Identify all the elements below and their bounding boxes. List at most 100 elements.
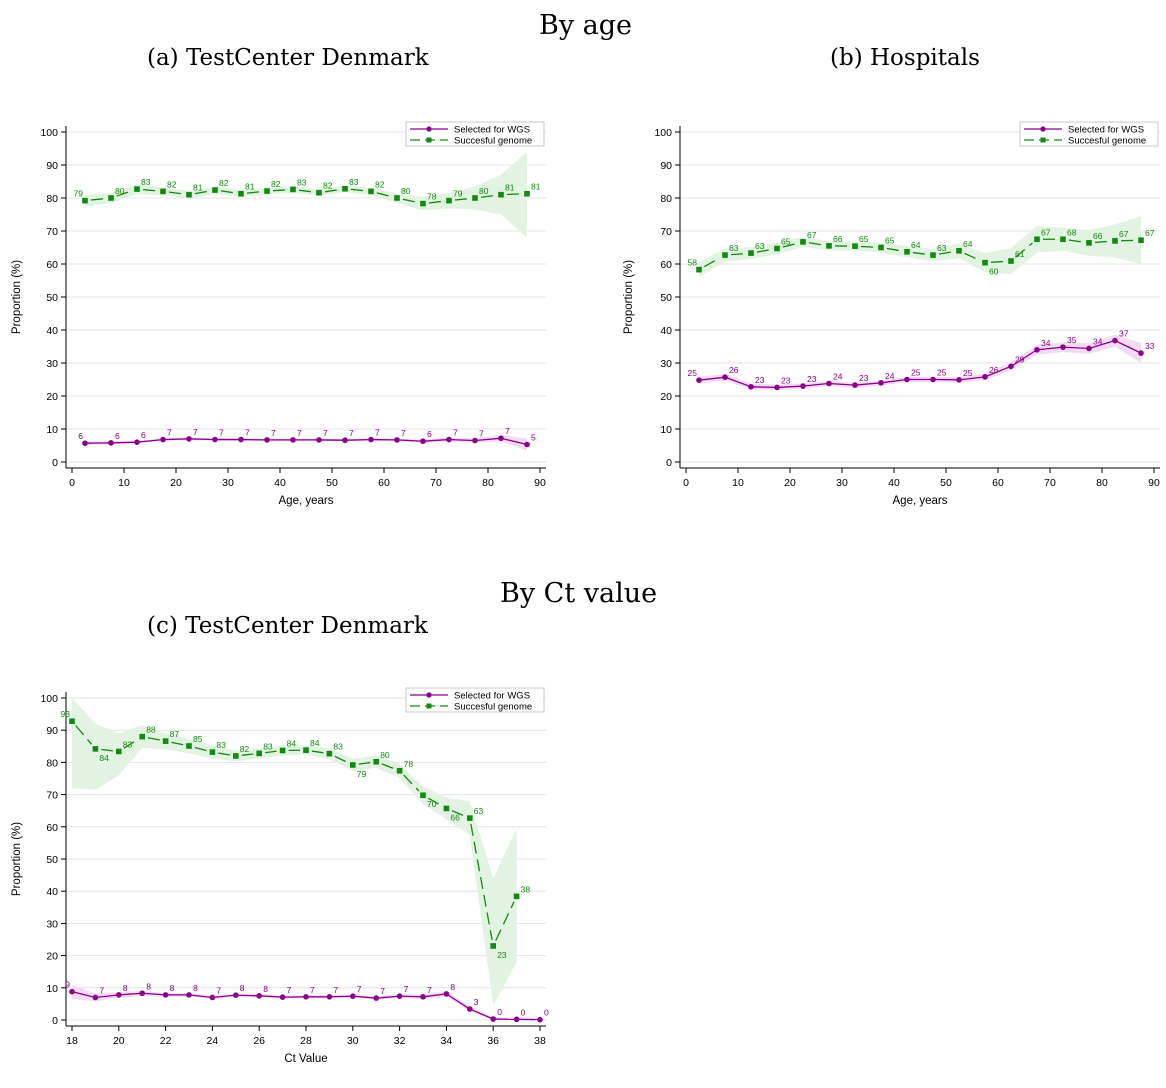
data-label: 58	[688, 258, 698, 268]
data-point-selected	[108, 440, 114, 446]
series-line-segment	[1015, 242, 1033, 258]
data-label: 82	[240, 744, 250, 754]
data-label: 79	[74, 189, 84, 199]
data-point-genome	[279, 747, 286, 754]
data-point-genome	[1034, 236, 1040, 243]
series-line-segment	[164, 438, 188, 441]
data-point-genome	[373, 758, 379, 765]
series-line-segment	[451, 810, 465, 817]
series-line-segment	[470, 823, 493, 941]
data-label: 3	[474, 997, 479, 1007]
data-point-genome	[139, 733, 145, 740]
x-tick-label: 70	[430, 477, 442, 489]
series-line-segment	[272, 189, 288, 192]
data-point-selected	[748, 383, 754, 390]
data-point-selected	[233, 992, 239, 999]
x-tick-label: 22	[160, 1035, 172, 1047]
series-line-segment	[730, 252, 746, 256]
data-point-genome	[774, 245, 780, 252]
y-tick-label: 70	[660, 226, 672, 238]
series-line-segment	[454, 197, 470, 201]
data-point-selected	[209, 994, 216, 1001]
data-point-selected	[373, 995, 380, 1001]
data-label: 24	[833, 371, 843, 381]
series-line-segment	[90, 197, 106, 201]
y-tick-label: 80	[46, 757, 58, 769]
data-point-genome	[498, 191, 504, 198]
data-point-genome	[1112, 238, 1118, 244]
y-tick-label: 60	[46, 822, 58, 834]
ci-band-genome	[72, 698, 517, 1006]
data-point-genome	[513, 893, 520, 900]
series-line-segment	[298, 189, 314, 193]
series-line-segment	[194, 746, 207, 752]
data-label: 84	[310, 738, 320, 748]
data-label: 68	[1067, 227, 1077, 237]
series-line-segment	[495, 901, 515, 941]
legend-marker	[426, 137, 432, 143]
y-tick-label: 30	[46, 358, 58, 370]
data-label: 88	[146, 725, 156, 735]
data-label: 7	[427, 985, 432, 995]
data-label: 23	[497, 950, 507, 960]
data-point-selected	[852, 382, 858, 388]
data-point-selected	[1112, 337, 1118, 344]
data-label: 38	[521, 884, 531, 894]
series-line-segment	[73, 991, 94, 998]
data-label: 67	[1145, 228, 1155, 238]
legend-marker	[426, 692, 432, 698]
data-label: 7	[167, 428, 172, 438]
data-label: 0	[497, 1007, 502, 1017]
data-label: 63	[755, 241, 765, 251]
series-line-segment	[378, 995, 398, 999]
data-point-genome	[342, 185, 348, 192]
y-axis-label: Proportion (%)	[11, 260, 23, 334]
data-label: 81	[531, 182, 541, 192]
data-label: 63	[729, 243, 739, 253]
data-point-genome	[209, 749, 216, 755]
x-tick-label: 38	[534, 1035, 546, 1047]
data-point-selected	[420, 438, 426, 445]
data-point-genome	[800, 239, 806, 245]
data-label: 7	[297, 428, 302, 438]
series-line-segment	[334, 755, 348, 763]
data-label: 25	[688, 368, 698, 378]
ci-band-genome	[699, 216, 1141, 278]
y-tick-label: 0	[52, 457, 58, 469]
data-point-selected	[350, 993, 356, 999]
series-line-segment	[214, 994, 234, 998]
data-point-selected	[446, 436, 452, 443]
chart-age-hospitals: 0 10 20 30 40 50 60 70 80 90 100 0 10 20 30 40 50 60 70 80 9…	[623, 121, 1160, 507]
y-tick-label: 70	[46, 790, 58, 802]
data-label: 25	[963, 368, 973, 378]
x-tick-label: 50	[326, 477, 338, 489]
data-label: 7	[287, 985, 292, 995]
data-label: 7	[375, 428, 380, 438]
data-point-genome	[134, 186, 140, 192]
data-label: 8	[170, 983, 175, 993]
data-point-genome	[160, 188, 166, 195]
data-point-genome	[162, 738, 169, 744]
data-point-genome	[722, 252, 728, 258]
data-label: 83	[216, 740, 226, 750]
data-label: 82	[271, 179, 281, 189]
series-line-segment	[756, 248, 772, 253]
series-line-segment	[261, 995, 281, 998]
series-line-segment	[120, 992, 141, 996]
series-line-segment	[123, 739, 138, 749]
series-line-segment	[346, 438, 370, 441]
data-point-selected	[826, 380, 832, 387]
data-label: 7	[380, 986, 385, 996]
data-label: 26	[729, 365, 739, 375]
data-label: 80	[115, 186, 125, 196]
series-line-segment	[480, 194, 496, 198]
y-tick-label: 20	[46, 391, 58, 403]
series-line-segment	[700, 376, 724, 381]
data-point-selected	[537, 1016, 543, 1023]
data-label: 6	[115, 431, 120, 441]
data-label: 6	[427, 429, 432, 439]
panel-title-c: (c) TestCenter Denmark	[147, 613, 428, 639]
data-label: 66	[1093, 231, 1103, 241]
y-tick-label: 100	[40, 693, 58, 705]
x-tick-label: 10	[732, 477, 744, 489]
